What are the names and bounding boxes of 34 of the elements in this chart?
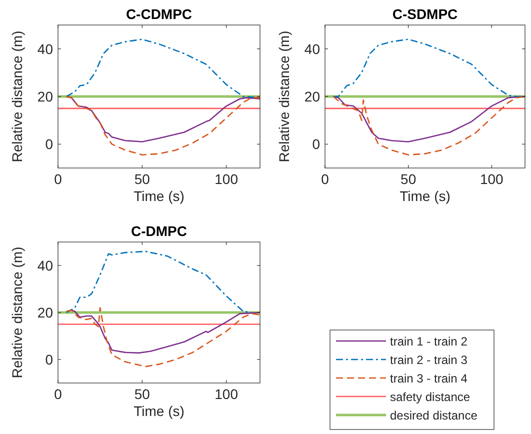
y-axis-title: Relative distance (m) [276,30,292,162]
y-tick-label: 0 [312,136,320,152]
x-tick-label: 100 [214,171,238,187]
chart-title: C-DMPC [131,223,187,239]
x-tick-label: 50 [134,171,150,187]
y-axis-title: Relative distance (m) [9,30,25,162]
line-series [66,250,252,314]
x-axis-title: Time (s) [134,188,184,204]
x-tick-label: 100 [480,171,504,187]
line-series [66,96,261,156]
y-tick-label: 0 [45,136,54,152]
legend-label: train 2 - train 3 [390,353,468,367]
x-tick-label: 100 [214,386,238,402]
line-series [332,96,526,142]
y-tick-label: 40 [37,40,54,57]
y-tick-label: 40 [304,40,320,57]
x-axis-title: Time (s) [134,403,184,419]
legend-label: desired distance [390,408,478,422]
legend-label: train 3 - train 4 [390,372,468,386]
y-tick-label: 40 [37,258,54,274]
line-series [66,307,261,368]
legend-label: train 1 - train 2 [390,334,468,348]
x-tick-label: 50 [400,171,416,187]
chart-title: C-CDMPC [126,6,192,22]
y-tick-label: 20 [37,304,54,320]
y-tick-label: 20 [37,88,54,104]
y-axis-title: Relative distance (m) [9,246,25,378]
legend-label: safety distance [390,390,470,404]
line-series [332,96,526,156]
y-tick-label: 20 [304,88,320,104]
x-axis-title: Time (s) [400,188,450,204]
y-tick-label: 0 [45,352,54,368]
x-tick-label: 50 [134,386,150,402]
chart-title: C-SDMPC [392,6,458,22]
